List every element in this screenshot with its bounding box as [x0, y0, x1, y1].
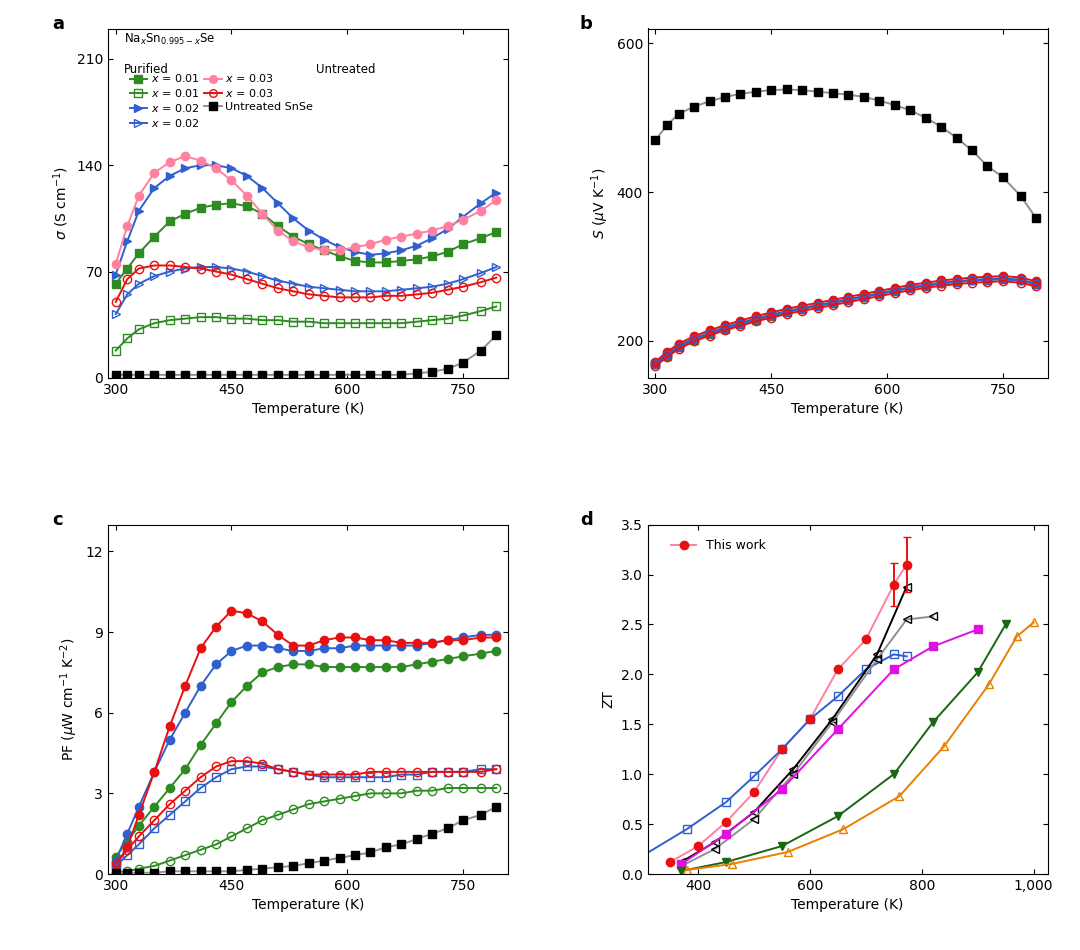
Text: b: b [580, 14, 593, 32]
X-axis label: Temperature (K): Temperature (K) [792, 899, 904, 912]
Text: a: a [52, 14, 64, 32]
X-axis label: Temperature (K): Temperature (K) [252, 899, 364, 912]
Y-axis label: ZT: ZT [602, 691, 616, 709]
Y-axis label: PF ($\mu$W cm$^{-1}$ K$^{-2}$): PF ($\mu$W cm$^{-1}$ K$^{-2}$) [58, 637, 80, 761]
Legend: This work: This work [666, 534, 771, 558]
X-axis label: Temperature (K): Temperature (K) [252, 402, 364, 416]
Text: Purified: Purified [124, 64, 168, 76]
Text: d: d [580, 511, 593, 528]
Text: Na$_x$Sn$_{0.995-x}$Se: Na$_x$Sn$_{0.995-x}$Se [124, 32, 215, 48]
Legend: $x$ = 0.01, $x$ = 0.01, $x$ = 0.02, $x$ = 0.02, $x$ = 0.03, $x$ = 0.03, Untreate: $x$ = 0.01, $x$ = 0.01, $x$ = 0.02, $x$ … [130, 72, 313, 129]
Y-axis label: $S$ ($\mu$V K$^{-1}$): $S$ ($\mu$V K$^{-1}$) [590, 167, 611, 239]
X-axis label: Temperature (K): Temperature (K) [792, 402, 904, 416]
Text: c: c [52, 511, 63, 528]
Text: Untreated: Untreated [316, 64, 376, 76]
Y-axis label: $\sigma$ (S cm$^{-1}$): $\sigma$ (S cm$^{-1}$) [52, 166, 71, 240]
